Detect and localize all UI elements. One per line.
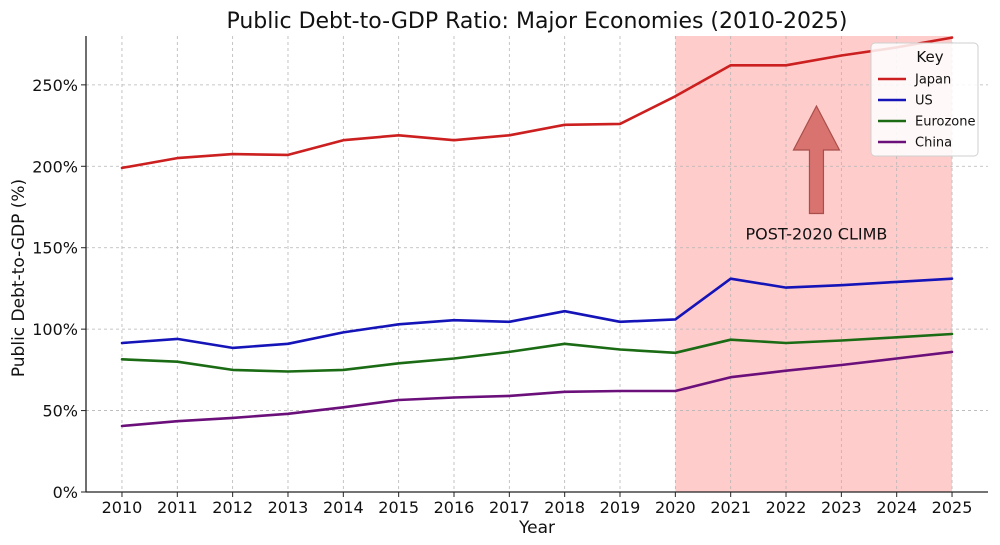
- series-line-eurozone: [120, 332, 954, 373]
- legend-entries: Japan US Eurozone China: [878, 73, 975, 151]
- x-tick-label: 2017: [489, 498, 530, 517]
- annotation-arrow: [792, 104, 841, 215]
- tick-labels: 2010 2011 2012 2013 2014 2015 2016 2017 2018 2019…: [32, 76, 972, 517]
- y-tick-label: 200%: [32, 157, 78, 176]
- legend-title: Key: [916, 48, 943, 66]
- x-tick-label: 2013: [268, 498, 309, 517]
- x-axis-label: Year: [518, 518, 555, 538]
- legend-label-eurozone: Eurozone: [915, 115, 975, 130]
- x-tick-label: 2010: [102, 498, 143, 517]
- series-line-china: [120, 350, 954, 428]
- x-tick-label: 2021: [710, 498, 751, 517]
- x-tick-label: 2023: [821, 498, 862, 517]
- series-line-us: [120, 277, 954, 350]
- chart-title: Public Debt-to-GDP Ratio: Major Economie…: [226, 9, 847, 34]
- x-tick-label: 2016: [434, 498, 475, 517]
- y-axis-label: Public Debt-to-GDP (%): [9, 179, 29, 377]
- legend-box: [870, 42, 979, 157]
- legend-label-japan: Japan: [914, 73, 951, 88]
- x-tick-label: 2024: [876, 498, 917, 517]
- legend-label-china: China: [915, 136, 952, 151]
- y-tick-label: 50%: [42, 402, 78, 421]
- x-tick-label: 2025: [932, 498, 973, 517]
- x-tick-label: 2015: [378, 498, 419, 517]
- series-lines: [120, 36, 954, 428]
- y-tick-label: 250%: [32, 76, 78, 95]
- x-tick-label: 2019: [600, 498, 641, 517]
- x-tick-label: 2011: [157, 498, 198, 517]
- annotation-text: POST-2020 CLIMB: [746, 225, 888, 244]
- x-tick-label: 2014: [323, 498, 364, 517]
- axes: [85, 36, 988, 493]
- y-tick-label: 0%: [53, 483, 78, 502]
- y-tick-label: 150%: [32, 239, 78, 258]
- x-tick-label: 2020: [655, 498, 696, 517]
- legend-label-us: US: [915, 94, 933, 109]
- gridlines: [86, 36, 988, 492]
- series-line-japan: [120, 36, 954, 170]
- legend: Key Japan US Eurozone China: [870, 42, 979, 157]
- annotation-layer: POST-2020 CLIMB: [746, 104, 888, 244]
- x-tick-label: 2018: [544, 498, 585, 517]
- x-tick-label: 2022: [766, 498, 807, 517]
- y-tick-label: 100%: [32, 320, 78, 339]
- x-tick-label: 2012: [212, 498, 253, 517]
